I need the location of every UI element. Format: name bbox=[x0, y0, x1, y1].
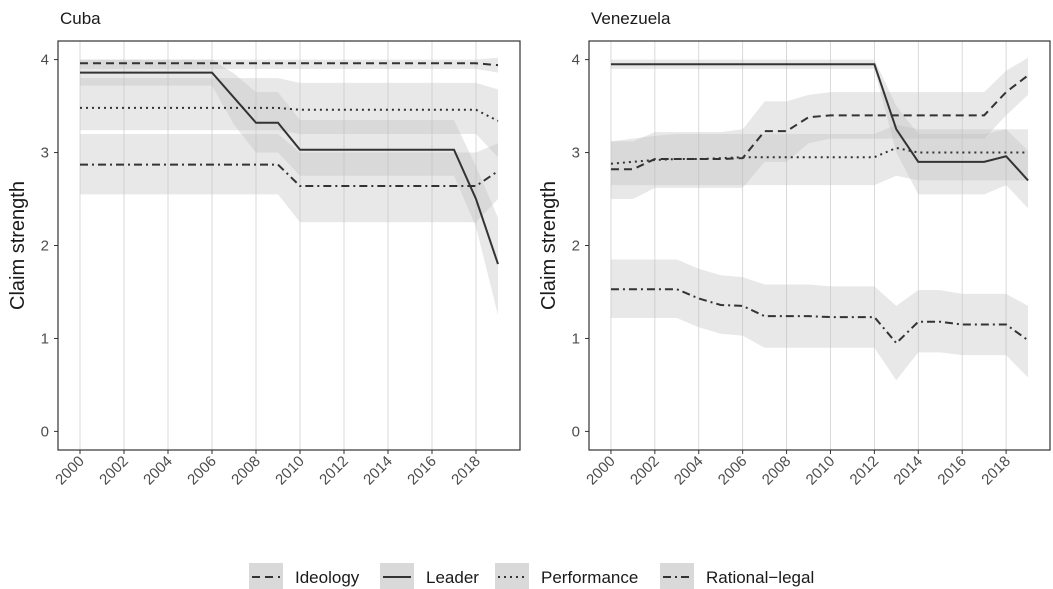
confidence-band bbox=[80, 57, 498, 73]
y-tick-label: 0 bbox=[41, 423, 49, 440]
legend-label: Rational−legal bbox=[706, 568, 814, 587]
x-tick-label: 2000 bbox=[583, 453, 619, 489]
x-tick-label: 2002 bbox=[627, 453, 663, 489]
x-tick-label: 2018 bbox=[978, 453, 1014, 489]
x-tick-label: 2012 bbox=[316, 453, 352, 489]
y-tick-label: 3 bbox=[572, 145, 580, 162]
confidence-band bbox=[610, 259, 1029, 381]
y-tick-label: 1 bbox=[572, 330, 580, 347]
confidence-band bbox=[80, 78, 498, 158]
confidence-band bbox=[80, 59, 498, 316]
y-tick-label: 2 bbox=[572, 238, 580, 255]
x-tick-label: 2016 bbox=[934, 453, 970, 489]
x-tick-label: 2014 bbox=[890, 453, 926, 489]
series-line bbox=[80, 106, 499, 122]
legend-label: Leader bbox=[426, 568, 479, 587]
confidence-band bbox=[610, 59, 1029, 209]
x-tick-label: 2008 bbox=[759, 453, 795, 489]
x-tick-label: 2008 bbox=[228, 453, 264, 489]
x-tick-label: 2006 bbox=[715, 453, 751, 489]
confidence-band bbox=[610, 124, 1029, 186]
series-line bbox=[80, 62, 499, 67]
x-tick-label: 2004 bbox=[671, 453, 707, 489]
x-tick-label: 2016 bbox=[404, 453, 440, 489]
y-tick-label: 0 bbox=[572, 423, 580, 440]
y-tick-label: 4 bbox=[41, 52, 49, 69]
y-tick-label: 4 bbox=[572, 52, 580, 69]
confidence-band bbox=[610, 57, 1029, 200]
x-tick-label: 2006 bbox=[184, 453, 220, 489]
x-tick-label: 2014 bbox=[360, 453, 396, 489]
plot-background bbox=[589, 41, 1050, 450]
x-tick-label: 2012 bbox=[847, 453, 883, 489]
x-tick-label: 2004 bbox=[140, 453, 176, 489]
x-tick-label: 2010 bbox=[803, 453, 839, 489]
confidence-band bbox=[80, 133, 498, 223]
x-tick-label: 2010 bbox=[272, 453, 308, 489]
panel-title: Cuba bbox=[60, 9, 101, 28]
y-axis-label: Claim strength bbox=[7, 181, 29, 310]
y-tick-label: 2 bbox=[41, 238, 49, 255]
y-tick-label: 1 bbox=[41, 330, 49, 347]
x-tick-label: 2002 bbox=[96, 453, 132, 489]
series-line bbox=[80, 71, 499, 265]
y-axis-label: Claim strength bbox=[538, 181, 560, 310]
y-tick-label: 3 bbox=[41, 145, 49, 162]
series-line bbox=[610, 74, 1029, 171]
x-tick-label: 2018 bbox=[448, 453, 484, 489]
legend-label: Ideology bbox=[295, 568, 360, 587]
plot-background bbox=[58, 41, 520, 450]
series-line bbox=[610, 288, 1029, 345]
panel-title: Venezuela bbox=[591, 9, 671, 28]
x-tick-label: 2000 bbox=[52, 453, 88, 489]
series-line bbox=[610, 63, 1029, 182]
legend-label: Performance bbox=[541, 568, 638, 587]
